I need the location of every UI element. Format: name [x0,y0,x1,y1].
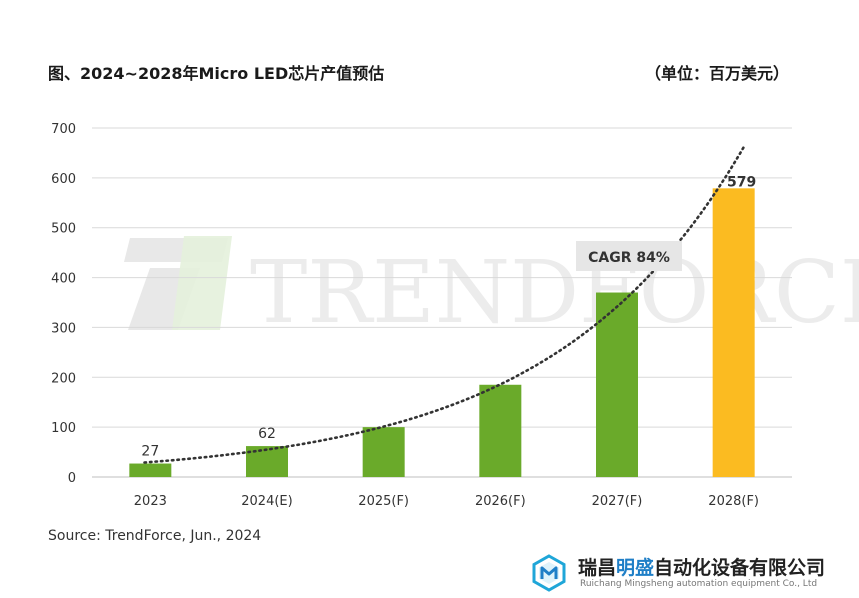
x-tick-label: 2025(F) [358,494,409,509]
company-name-en: Ruichang Mingsheng automation equipment … [580,579,818,589]
unit-label: （单位：百万美元） [644,64,789,83]
cagr-box [576,241,682,271]
bar [712,188,755,477]
y-tick-label: 400 [51,272,76,287]
data-label: 62 [258,426,276,442]
y-tick-label: 200 [51,371,76,386]
y-tick-label: 0 [68,471,76,486]
chart-title: 图、2024~2028年Micro LED芯片产值预估 [48,64,385,83]
bar [479,384,522,477]
cagr-label: CAGR 84% [588,250,670,266]
company-name: 瑞昌明盛自动化设备有限公司 [578,557,826,579]
bar [129,463,172,477]
source-note: Source: TrendForce, Jun., 2024 [48,528,262,544]
bar [362,427,405,477]
data-label: 27 [141,444,159,460]
trend-line [143,143,747,464]
y-tick-label: 100 [51,421,76,436]
company-brand: 瑞昌明盛自动化设备有限公司 Ruichang Mingsheng automat… [530,552,855,592]
x-tick-label: 2028(F) [708,494,759,509]
y-tick-label: 300 [51,321,76,336]
bar [596,292,638,477]
x-tick-label: 2027(F) [592,494,643,509]
trendforce-watermark: TRENDFORCE [124,236,859,343]
watermark-text: TRENDFORCE [250,243,859,343]
x-tick-label: 2024(E) [241,494,292,509]
y-tick-label: 700 [51,122,76,137]
y-tick-label: 500 [51,222,76,237]
hexagon-logo-icon [532,554,566,592]
data-label: 579 [727,174,756,190]
x-tick-label: 2026(F) [475,494,526,509]
x-tick-label: 2023 [134,494,167,509]
y-tick-label: 600 [51,172,76,187]
bar-chart: TRENDFORCE 0 100 200 300 400 500 600 700 2023 20… [51,122,859,509]
